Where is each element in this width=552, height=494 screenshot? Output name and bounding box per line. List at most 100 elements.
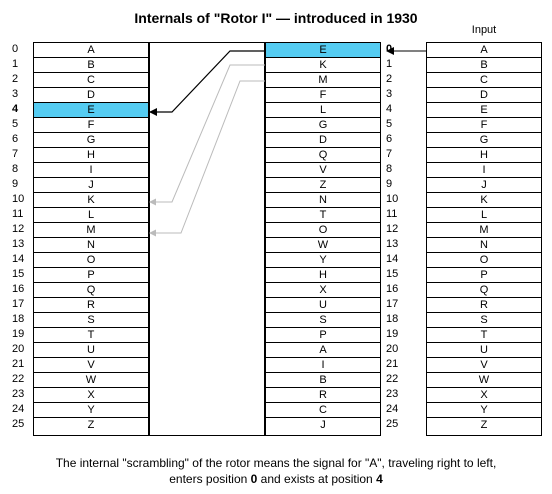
rotor-cell-24: C <box>266 403 380 418</box>
left-position-15: 15 <box>12 268 25 280</box>
right-position-23: 23 <box>386 388 399 400</box>
input-cell-11: L <box>427 208 541 223</box>
input-cell-19: T <box>427 328 541 343</box>
rotor-cell-18: S <box>266 313 380 328</box>
input-cell-6: G <box>427 133 541 148</box>
output-cell-20: U <box>34 343 148 358</box>
left-position-21: 21 <box>12 358 25 370</box>
output-cell-14: O <box>34 253 148 268</box>
right-position-17: 17 <box>386 298 399 310</box>
rotor-cell-19: P <box>266 328 380 343</box>
right-position-14: 14 <box>386 253 399 265</box>
rotor-cell-22: B <box>266 373 380 388</box>
output-cell-4: E <box>34 103 148 118</box>
rotor-cell-15: H <box>266 268 380 283</box>
input-cell-5: F <box>427 118 541 133</box>
output-cell-18: S <box>34 313 148 328</box>
rotor-wiring-area <box>149 42 265 436</box>
left-position-5: 5 <box>12 118 19 130</box>
input-cell-23: X <box>427 388 541 403</box>
caption-line2-middle: and exists at position <box>257 472 377 486</box>
left-position-25: 25 <box>12 418 25 430</box>
rotor-cell-1: K <box>266 58 380 73</box>
input-column-label: Input <box>471 24 497 36</box>
input-cell-12: M <box>427 223 541 238</box>
right-position-6: 6 <box>386 133 393 145</box>
rotor-cell-14: Y <box>266 253 380 268</box>
output-cell-3: D <box>34 88 148 103</box>
left-position-1: 1 <box>12 58 19 70</box>
left-position-10: 10 <box>12 193 25 205</box>
input-cell-2: C <box>427 73 541 88</box>
output-cell-24: Y <box>34 403 148 418</box>
left-position-12: 12 <box>12 223 25 235</box>
caption-line2-prefix: enters position <box>169 472 251 486</box>
rotor-cell-10: N <box>266 193 380 208</box>
input-cell-21: V <box>427 358 541 373</box>
input-cell-22: W <box>427 373 541 388</box>
diagram-title: Internals of "Rotor I" — introduced in 1… <box>134 10 418 26</box>
input-cell-3: D <box>427 88 541 103</box>
input-cell-7: H <box>427 148 541 163</box>
left-position-17: 17 <box>12 298 25 310</box>
rotor-cell-8: V <box>266 163 380 178</box>
output-cell-1: B <box>34 58 148 73</box>
rotor-cell-4: L <box>266 103 380 118</box>
output-cell-2: C <box>34 73 148 88</box>
right-position-21: 21 <box>386 358 399 370</box>
output-cell-5: F <box>34 118 148 133</box>
right-position-18: 18 <box>386 313 399 325</box>
right-position-10: 10 <box>386 193 399 205</box>
right-position-13: 13 <box>386 238 399 250</box>
left-position-24: 24 <box>12 403 25 415</box>
input-cell-16: Q <box>427 283 541 298</box>
left-position-3: 3 <box>12 88 19 100</box>
left-position-16: 16 <box>12 283 25 295</box>
right-position-19: 19 <box>386 328 399 340</box>
left-position-9: 9 <box>12 178 19 190</box>
output-cell-10: K <box>34 193 148 208</box>
output-cell-9: J <box>34 178 148 193</box>
rotor-cell-17: U <box>266 298 380 313</box>
caption-entry-position: 0 <box>250 472 258 486</box>
caption: The internal "scrambling" of the rotor m… <box>0 455 552 487</box>
left-position-2: 2 <box>12 73 19 85</box>
input-cell-20: U <box>427 343 541 358</box>
right-position-3: 3 <box>386 88 393 100</box>
rotor-cell-3: F <box>266 88 380 103</box>
right-position-1: 1 <box>386 58 393 70</box>
left-position-13: 13 <box>12 238 25 250</box>
wire-k <box>149 64 265 206</box>
input-cell-18: S <box>427 313 541 328</box>
output-cell-8: I <box>34 163 148 178</box>
right-position-4: 4 <box>386 103 393 115</box>
input-cell-17: R <box>427 298 541 313</box>
output-cell-0: A <box>34 43 148 58</box>
right-position-16: 16 <box>386 283 399 295</box>
right-position-15: 15 <box>386 268 399 280</box>
caption-exit-position: 4 <box>376 472 383 486</box>
input-cell-9: J <box>427 178 541 193</box>
input-cell-4: E <box>427 103 541 118</box>
wire-e <box>149 50 265 116</box>
input-cell-13: N <box>427 238 541 253</box>
rotor-cell-23: R <box>266 388 380 403</box>
left-position-14: 14 <box>12 253 25 265</box>
left-position-20: 20 <box>12 343 25 355</box>
rotor-cell-25: J <box>320 419 326 431</box>
left-position-4: 4 <box>12 103 19 115</box>
rotor-cell-12: O <box>266 223 380 238</box>
right-position-12: 12 <box>386 223 399 235</box>
caption-line2: enters position 0 and exists at position… <box>0 471 552 487</box>
input-cell-10: K <box>427 193 541 208</box>
output-cell-25: Z <box>87 419 95 431</box>
left-position-8: 8 <box>12 163 19 175</box>
left-position-11: 11 <box>12 208 24 220</box>
caption-line1: The internal "scrambling" of the rotor m… <box>55 456 497 470</box>
rotor-cell-5: G <box>266 118 380 133</box>
rotor-cell-0: E <box>266 43 380 58</box>
